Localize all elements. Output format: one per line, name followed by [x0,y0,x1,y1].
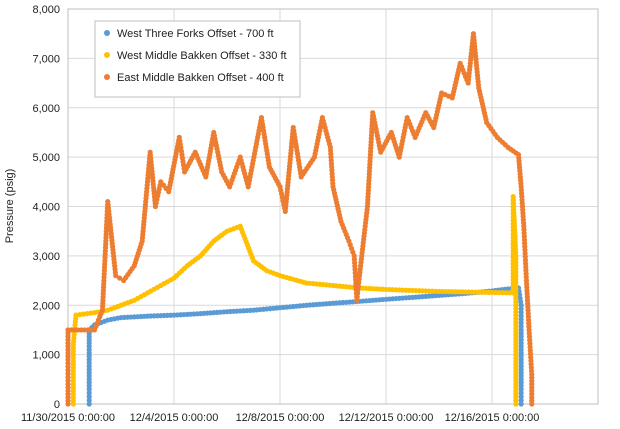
y-tick-label: 5,000 [32,152,60,164]
y-tick-label: 0 [54,399,60,411]
plot-border [67,8,599,405]
series-marks [65,31,535,407]
series-2 [65,31,535,407]
y-tick-label: 4,000 [32,202,60,214]
x-tick-label: 12/16/2015 0:00:00 [445,412,540,424]
legend-label: East Middle Bakken Offset - 400 ft [117,72,284,84]
legend-box [94,20,301,98]
legend: West Three Forks Offset - 700 ft West Mid… [94,20,301,98]
data-point [518,386,524,392]
y-tick-label: 6,000 [32,103,60,115]
x-tick-label: 11/30/2015 0:00:00 [21,412,115,424]
data-point [513,401,519,407]
legend-marker [104,74,110,80]
data-point [529,401,535,407]
data-point [518,390,524,396]
y-tick-label: 8,000 [32,4,60,16]
data-point [86,401,92,407]
legend-label: West Three Forks Offset - 700 ft [117,28,274,40]
y-axis-title: Pressure (psig) [4,169,16,244]
legend-label: West Middle Bakken Offset - 330 ft [117,50,287,62]
legend-marker [104,30,110,36]
x-axis: 11/30/2015 0:00:00 12/4/2015 0:00:00 12/8/… [21,412,539,424]
series-0 [86,285,524,407]
y-tick-label: 3,000 [32,251,60,263]
y-axis: 0 1,000 2,000 3,000 4,000 5,000 6,000 7,000 8,00… [32,4,60,411]
data-point [518,397,524,403]
x-tick-label: 12/8/2015 0:00:00 [236,412,325,424]
y-tick-label: 1,000 [32,350,60,362]
data-point [113,273,119,279]
plot-frame [67,8,599,405]
x-tick-label: 12/12/2015 0:00:00 [339,412,434,424]
legend-marker [104,52,110,58]
data-point [518,393,524,400]
x-tick-label: 12/4/2015 0:00:00 [130,412,219,424]
y-tick-label: 7,000 [32,53,60,65]
data-point [86,393,92,400]
data-point [86,390,92,396]
series-1 [70,194,519,407]
y-tick-label: 2,000 [32,300,60,312]
data-point [518,401,524,407]
data-point [86,397,92,403]
data-point [117,275,123,281]
